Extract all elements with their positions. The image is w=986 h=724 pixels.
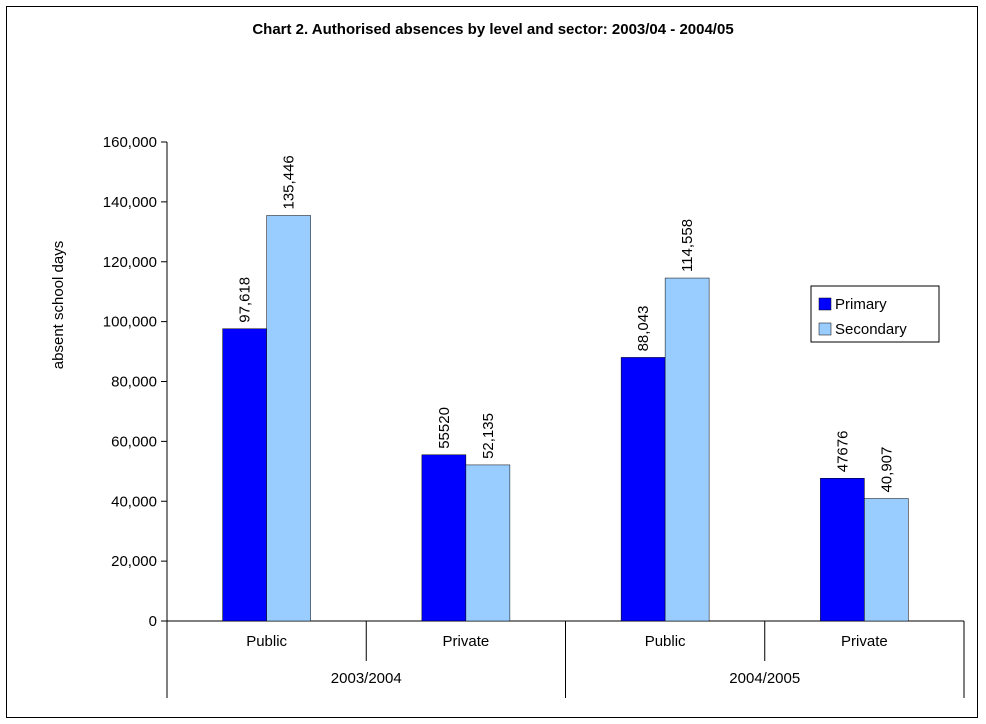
y-tick-label: 20,000 [111, 553, 157, 570]
bar-secondary [465, 464, 511, 622]
bar-primary [620, 357, 666, 622]
x-group-label: 2004/2005 [729, 670, 800, 687]
legend-box [810, 285, 940, 343]
y-tick-label: 60,000 [111, 433, 157, 450]
legend-swatch-primary [818, 297, 832, 311]
data-label: 55520 [436, 407, 453, 449]
y-tick-label: 160,000 [103, 134, 157, 151]
bar-primary [222, 328, 267, 622]
data-label: 52,135 [480, 413, 497, 459]
legend-label-primary: Primary [835, 296, 887, 313]
x-category-label: Public [246, 633, 287, 650]
data-label: 88,043 [635, 306, 652, 352]
y-tick-label: 80,000 [111, 374, 157, 391]
x-category-label: Private [443, 633, 490, 650]
plot-area: 0 20,000 40,000 60,000 80,000 100,000 120,000 1… [103, 134, 965, 698]
x-group-label: 2003/2004 [331, 670, 402, 687]
y-tick-label: 120,000 [103, 254, 157, 271]
bar-secondary [864, 498, 909, 622]
y-axis-label: absent school days [50, 241, 67, 369]
legend-label-secondary: Secondary [835, 321, 907, 338]
x-category-label: Private [841, 633, 888, 650]
data-label: 97,618 [237, 277, 254, 323]
data-label: 47676 [834, 431, 851, 473]
bar-primary [820, 478, 865, 622]
data-label: 40,907 [878, 447, 895, 493]
y-tick-label: 0 [149, 613, 157, 630]
legend-swatch-secondary [818, 322, 832, 336]
chart-svg: Chart 2. Authorised absences by level an… [50, 21, 965, 698]
x-category-label: Public [645, 633, 686, 650]
bar-primary [421, 454, 467, 622]
bar-secondary [266, 215, 311, 622]
y-tick-label: 140,000 [103, 194, 157, 211]
data-label: 135,446 [281, 155, 298, 209]
y-tick-label: 40,000 [111, 493, 157, 510]
chart-frame: Chart 2. Authorised absences by level an… [6, 6, 978, 718]
data-label: 114,558 [679, 219, 696, 272]
chart-title: Chart 2. Authorised absences by level an… [252, 21, 733, 38]
legend: Primary Secondary [810, 285, 940, 343]
y-tick-label: 100,000 [103, 314, 157, 331]
bar-secondary [664, 277, 710, 622]
